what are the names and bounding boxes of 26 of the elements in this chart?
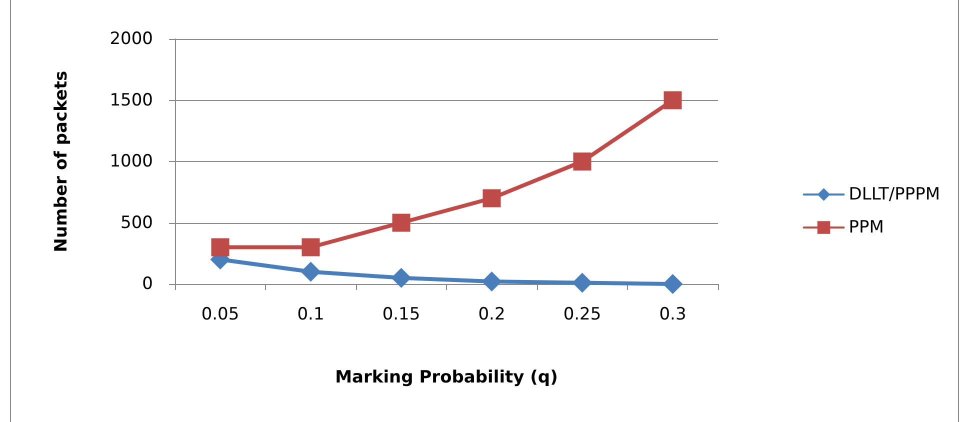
y-tick-label: 1000: [110, 152, 153, 172]
point: [573, 152, 592, 170]
x-tick-label: 0.2: [478, 304, 506, 324]
legend-label: PPM: [848, 218, 884, 238]
point: [392, 214, 410, 232]
point: [211, 238, 230, 256]
y-tick-label: 500: [120, 212, 153, 233]
point: [482, 272, 502, 292]
point: [300, 262, 321, 282]
legend-label: DLLT/PPPM: [848, 184, 940, 204]
x-tick-label: 0.15: [382, 304, 420, 324]
point: [572, 272, 592, 293]
y-axis-title: Number of packets: [52, 70, 72, 252]
y-tick-label: 0: [142, 274, 153, 294]
x-tick-label: 0.05: [201, 304, 240, 324]
x-tick-label: 0.25: [563, 304, 602, 324]
y-tick-label: 2000: [110, 29, 153, 49]
point: [482, 189, 501, 208]
point: [664, 91, 682, 110]
point: [391, 268, 412, 288]
x-tick-label: 0.3: [659, 304, 686, 324]
y-tick-label: 1500: [110, 90, 153, 110]
x-axis-title: Marking Probability (q): [335, 368, 558, 388]
x-tick-label: 0.1: [297, 304, 324, 324]
point: [302, 238, 320, 256]
point: [662, 274, 683, 294]
